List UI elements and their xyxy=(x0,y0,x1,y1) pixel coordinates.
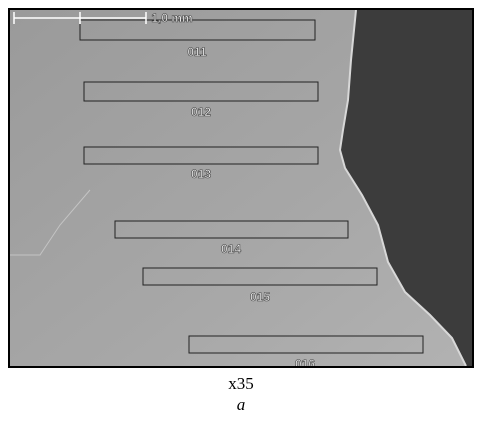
panel-label: a xyxy=(237,395,246,414)
region-label: 014 xyxy=(221,242,241,256)
region-label: 015 xyxy=(250,290,270,304)
figure: 011 012 013 014 015 016 1,0 mm x35 a xyxy=(0,0,483,419)
scale-label: 1,0 mm xyxy=(151,11,192,25)
region-label: 016 xyxy=(295,357,315,371)
region-label: 013 xyxy=(191,167,211,181)
region-label: 012 xyxy=(191,105,211,119)
region-label: 011 xyxy=(187,45,207,59)
magnification: x35 xyxy=(228,374,254,393)
micrograph: 011 012 013 014 015 016 1,0 mm xyxy=(10,10,472,371)
